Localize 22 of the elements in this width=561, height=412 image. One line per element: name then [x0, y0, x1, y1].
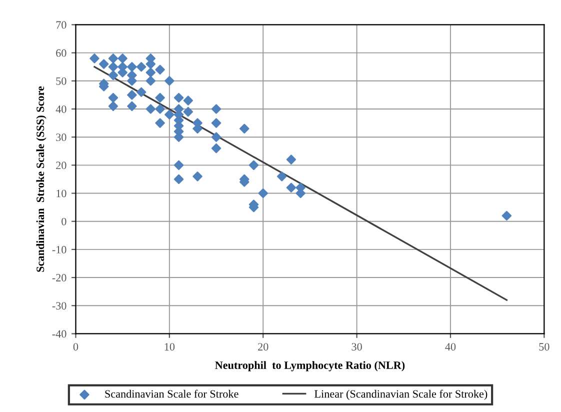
x-tick-label: 30 — [352, 343, 362, 351]
y-axis-title: Scandinavian Stroke Scale (SSS) Score — [36, 86, 46, 272]
x-tick-label: 40 — [445, 343, 456, 351]
y-tick-label: -30 — [52, 302, 66, 310]
x-tick-label: 20 — [258, 343, 268, 351]
legend-label: Scandinavian Scale for Stroke — [105, 390, 238, 398]
y-tick-label: 50 — [56, 77, 66, 85]
y-tick-label: 30 — [56, 134, 66, 142]
y-tick-label: 40 — [56, 105, 66, 113]
x-tick-label: 10 — [164, 343, 175, 351]
x-tick-label: 0 — [73, 343, 78, 351]
y-tick-label: 10 — [56, 190, 66, 198]
legend-label: Linear (Scandinavian Scale for Stroke) — [314, 390, 488, 400]
x-tick-label: 50 — [539, 343, 550, 351]
y-tick-label: 60 — [56, 49, 66, 57]
y-tick-label: 0 — [62, 218, 66, 226]
y-tick-label: -20 — [52, 274, 66, 282]
y-tick-label: -10 — [52, 246, 66, 254]
y-tick-label: -40 — [52, 330, 66, 338]
x-axis-title: Neutrophil to Lymphocyte Ratio (NLR) — [215, 361, 405, 372]
y-tick-label: 20 — [56, 162, 66, 170]
y-tick-label: 70 — [56, 21, 66, 29]
